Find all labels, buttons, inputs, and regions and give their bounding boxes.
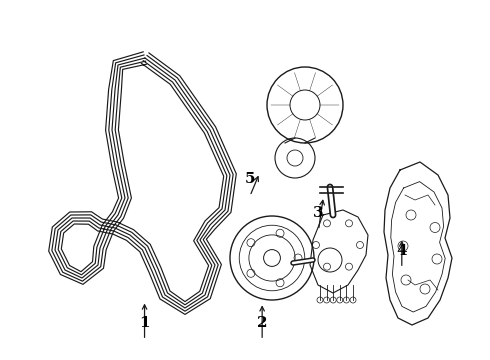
Text: 3: 3: [313, 206, 324, 220]
Text: 4: 4: [396, 244, 407, 258]
Text: 5: 5: [245, 172, 255, 186]
Text: 1: 1: [139, 316, 150, 330]
Text: 2: 2: [257, 316, 268, 330]
